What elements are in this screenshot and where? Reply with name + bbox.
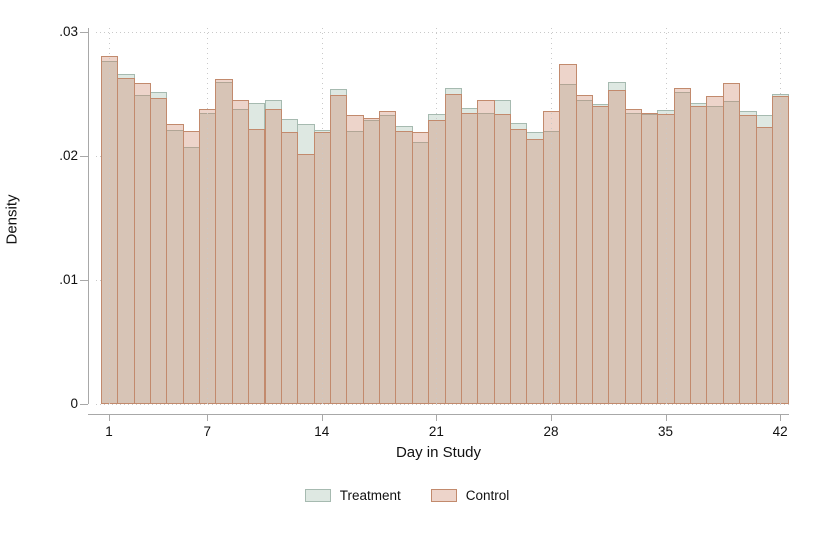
bar-control-day-5	[166, 123, 184, 404]
x-tick-label: 35	[658, 424, 674, 439]
bar-control-day-16	[346, 115, 364, 404]
bar-control-day-27	[526, 138, 544, 404]
bar-control-day-6	[182, 131, 200, 404]
y-tick-label: .02	[59, 148, 78, 163]
x-gridline	[436, 28, 438, 404]
bar-control-day-25	[493, 113, 512, 404]
bar-control-day-2	[117, 77, 135, 404]
x-tick-label: 21	[428, 424, 444, 439]
y-tick-label: 0	[70, 396, 78, 411]
bar-control-day-36	[673, 87, 692, 404]
x-tick-label: 28	[543, 424, 559, 439]
x-gridline	[108, 28, 110, 404]
x-tick-label: 14	[314, 424, 330, 439]
bar-control-day-4	[149, 97, 168, 404]
bar-control-day-34	[641, 112, 659, 404]
bar-control-day-15	[329, 95, 348, 404]
x-gridline	[321, 28, 323, 404]
x-tick	[780, 414, 782, 421]
bar-control-day-3	[133, 82, 151, 404]
bar-control-day-31	[591, 106, 610, 404]
x-tick-label: 42	[772, 424, 788, 439]
legend: Treatment Control	[0, 488, 814, 503]
bar-control-day-10	[248, 128, 266, 404]
x-gridline	[665, 28, 667, 404]
x-tick	[436, 414, 438, 421]
y-axis-line	[88, 28, 89, 404]
x-gridline	[207, 28, 209, 404]
legend-item-treatment: Treatment	[304, 488, 401, 503]
bar-control-day-29	[559, 64, 577, 404]
bar-control-day-23	[460, 112, 479, 404]
x-tick	[550, 414, 552, 421]
x-tick	[207, 414, 209, 421]
y-tick-label: .01	[59, 272, 78, 287]
bar-control-day-13	[297, 153, 315, 404]
bar-control-day-37	[690, 106, 708, 404]
treatment-swatch-icon	[304, 489, 331, 502]
control-swatch-icon	[430, 489, 457, 502]
y-tick	[80, 156, 88, 157]
bar-control-day-38	[706, 96, 724, 404]
x-axis-line	[88, 414, 789, 415]
legend-label-control: Control	[465, 488, 510, 503]
x-gridline	[550, 28, 552, 404]
y-gridline	[96, 404, 789, 405]
bar-control-day-8	[215, 79, 233, 404]
x-tick	[108, 414, 110, 421]
bar-control-day-41	[755, 127, 773, 404]
x-tick-label: 7	[203, 424, 211, 439]
bar-control-day-20	[411, 132, 430, 404]
x-tick	[321, 414, 323, 421]
bar-control-day-9	[231, 100, 250, 404]
y-gridline	[96, 32, 789, 33]
y-tick	[80, 32, 88, 33]
legend-label-treatment: Treatment	[339, 488, 401, 503]
bar-control-day-24	[477, 100, 495, 404]
legend-item-control: Control	[430, 488, 510, 503]
bar-control-day-11	[264, 108, 282, 404]
x-axis-title: Day in Study	[395, 444, 482, 461]
bar-control-day-33	[624, 108, 642, 404]
y-tick	[80, 280, 88, 281]
bar-control-day-40	[739, 115, 757, 404]
x-tick-label: 1	[105, 424, 113, 439]
bar-control-day-19	[395, 131, 413, 404]
bar-control-day-12	[280, 132, 299, 404]
bar-control-day-39	[722, 82, 741, 404]
bar-control-day-26	[510, 128, 528, 404]
y-axis-title: Density	[3, 194, 21, 245]
bar-control-day-18	[379, 111, 397, 404]
y-tick	[80, 404, 88, 405]
bar-control-day-30	[575, 95, 593, 404]
x-tick	[665, 414, 667, 421]
bar-control-day-32	[608, 90, 626, 404]
y-tick-label: .03	[59, 24, 78, 39]
bar-control-day-22	[444, 94, 462, 404]
bar-control-day-17	[362, 117, 381, 404]
x-gridline	[780, 28, 782, 404]
